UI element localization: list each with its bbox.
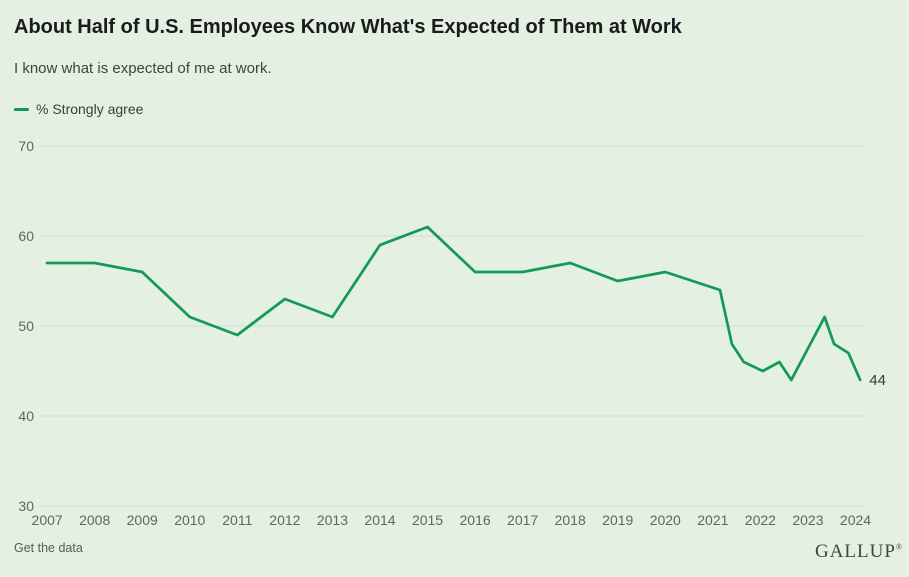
x-tick-label: 2011 bbox=[222, 512, 252, 528]
legend: % Strongly agree bbox=[14, 101, 143, 117]
x-tick-label: 2012 bbox=[269, 512, 300, 528]
chart-title: About Half of U.S. Employees Know What's… bbox=[14, 16, 682, 38]
x-tick-label: 2019 bbox=[602, 512, 633, 528]
registered-trademark-icon: ® bbox=[895, 542, 902, 552]
legend-label: % Strongly agree bbox=[36, 101, 144, 117]
x-tick-label: 2017 bbox=[507, 512, 538, 528]
x-tick-label: 2014 bbox=[364, 512, 395, 528]
x-tick-label: 2021 bbox=[697, 512, 728, 528]
x-tick-label: 2008 bbox=[79, 512, 110, 528]
y-tick-label: 50 bbox=[18, 318, 34, 334]
x-tick-label: 2022 bbox=[745, 512, 776, 528]
chart-subtitle: I know what is expected of me at work. bbox=[14, 60, 272, 77]
gallup-logo: GALLUP® bbox=[815, 541, 902, 563]
x-tick-label: 2023 bbox=[792, 512, 823, 528]
y-tick-label: 70 bbox=[18, 138, 34, 154]
x-tick-label: 2018 bbox=[555, 512, 586, 528]
x-tick-label: 2020 bbox=[650, 512, 681, 528]
y-tick-label: 30 bbox=[18, 498, 34, 514]
x-tick-label: 2007 bbox=[32, 512, 63, 528]
get-the-data-link[interactable]: Get the data bbox=[14, 541, 83, 555]
gallup-logo-text: GALLUP bbox=[814, 541, 896, 562]
x-tick-label: 2015 bbox=[412, 512, 443, 528]
legend-line-swatch bbox=[14, 107, 29, 111]
y-tick-label: 60 bbox=[18, 228, 34, 244]
x-tick-label: 2010 bbox=[174, 512, 205, 528]
x-tick-label: 2024 bbox=[840, 512, 871, 528]
x-tick-label: 2013 bbox=[317, 512, 348, 528]
y-tick-label: 40 bbox=[18, 408, 34, 424]
x-tick-label: 2009 bbox=[127, 512, 158, 528]
x-tick-label: 2016 bbox=[460, 512, 491, 528]
trend-line bbox=[45, 225, 862, 382]
end-value-label: 44 bbox=[869, 372, 886, 389]
